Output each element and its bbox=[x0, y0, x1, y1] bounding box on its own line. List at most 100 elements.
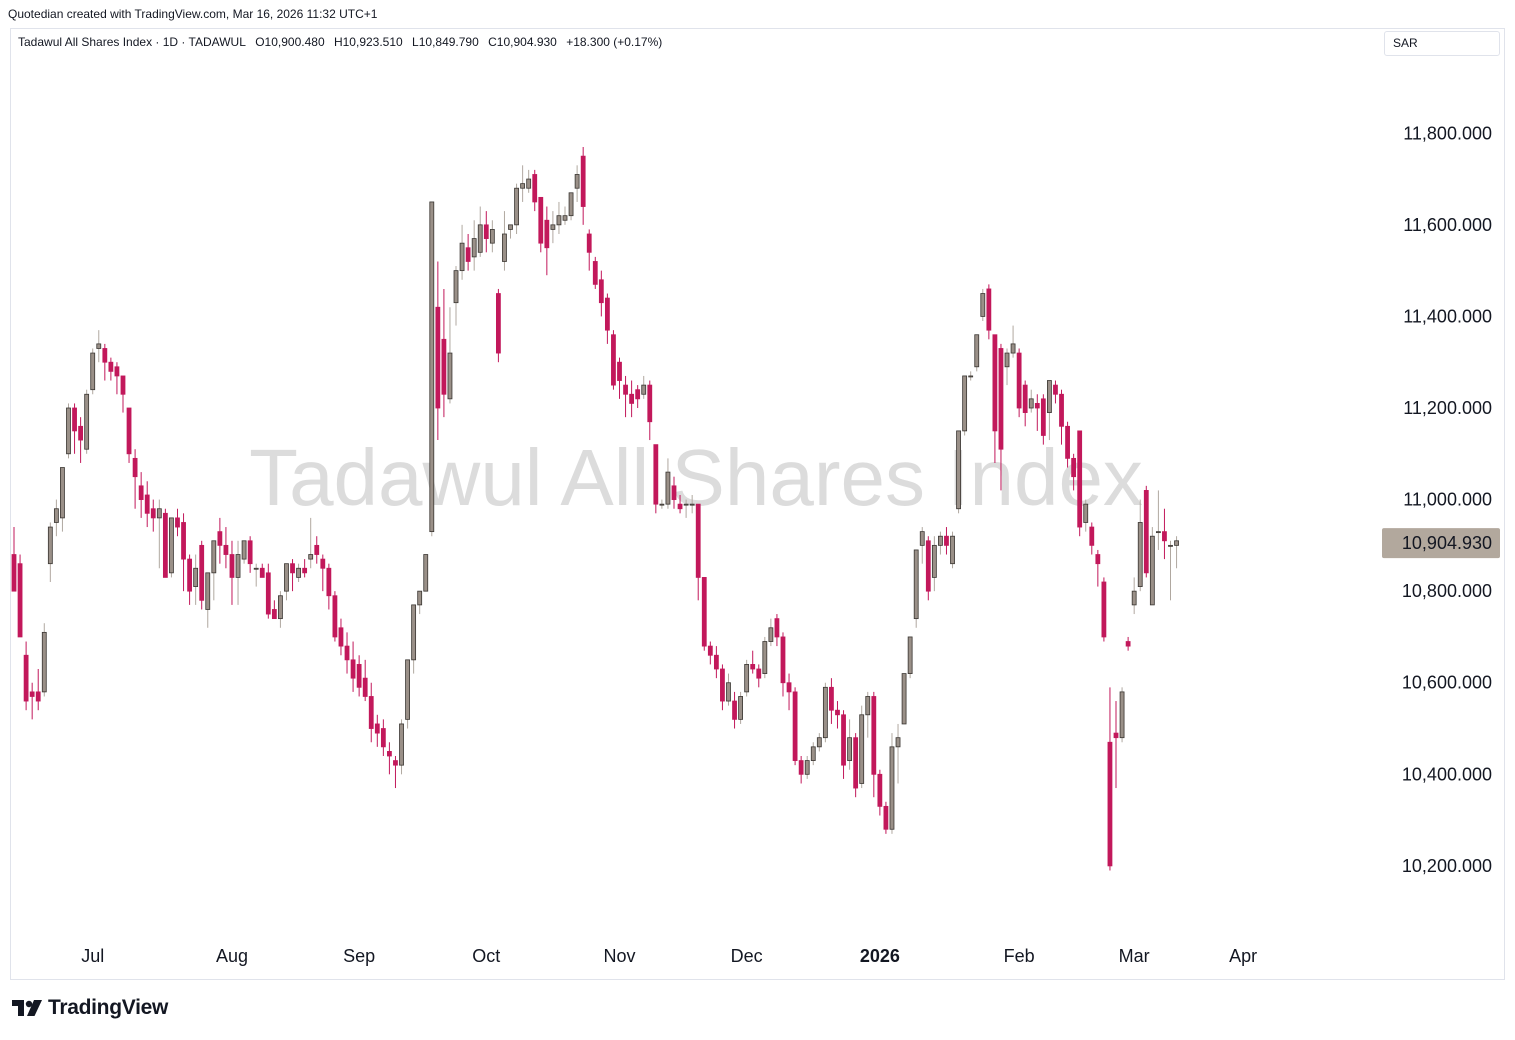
candle-body bbox=[1004, 352, 1010, 368]
candle-body bbox=[532, 174, 538, 203]
candle-body bbox=[47, 526, 53, 565]
candle-body bbox=[253, 567, 259, 570]
candle bbox=[938, 531, 943, 555]
candle bbox=[756, 664, 762, 688]
candle-body bbox=[338, 627, 344, 647]
chart-pane[interactable] bbox=[10, 28, 1505, 980]
candle-body bbox=[877, 773, 883, 807]
candle-body bbox=[429, 201, 435, 533]
candle bbox=[181, 513, 186, 592]
candle bbox=[393, 756, 398, 789]
candle bbox=[17, 554, 23, 638]
candle-body bbox=[308, 554, 314, 560]
candle-body bbox=[514, 187, 519, 226]
candle bbox=[41, 623, 47, 697]
candle bbox=[259, 563, 265, 578]
candle-body bbox=[495, 293, 501, 354]
candle-body bbox=[617, 361, 622, 381]
candle bbox=[235, 540, 241, 605]
time-tick-label: Sep bbox=[343, 946, 375, 966]
candle bbox=[60, 467, 65, 532]
candle bbox=[514, 183, 519, 234]
candle bbox=[465, 234, 471, 271]
candle bbox=[162, 508, 168, 578]
candle-body bbox=[750, 664, 756, 670]
candle-body bbox=[780, 636, 786, 684]
candle-body bbox=[120, 375, 126, 395]
last-price-marker: 10,904.930 bbox=[1382, 528, 1500, 559]
candle-body bbox=[798, 760, 804, 775]
candle-body bbox=[332, 595, 338, 638]
price-axis[interactable]: 11,800.000 11,600.000 11,400.000 11,200.000… bbox=[1402, 123, 1492, 876]
candle-body bbox=[41, 631, 47, 693]
candle-body bbox=[816, 737, 822, 748]
candle-body bbox=[804, 760, 810, 775]
time-tick-label: Jul bbox=[81, 946, 104, 966]
candles-layer bbox=[11, 147, 1179, 871]
candle bbox=[1107, 687, 1113, 871]
candle bbox=[211, 540, 217, 601]
candle-body bbox=[60, 467, 65, 519]
candle bbox=[550, 211, 556, 244]
candle-body bbox=[992, 334, 998, 432]
footer-logo[interactable]: TradingView bbox=[12, 996, 168, 1020]
candle bbox=[362, 659, 368, 702]
candle bbox=[889, 733, 895, 834]
candle-body bbox=[405, 659, 410, 720]
candle-body bbox=[732, 700, 737, 720]
candle-body bbox=[1125, 641, 1131, 647]
candle-body bbox=[883, 805, 889, 830]
candle-body bbox=[1168, 544, 1173, 547]
candle-body bbox=[229, 554, 235, 578]
candle-body bbox=[217, 531, 223, 546]
candle bbox=[532, 169, 538, 212]
candle bbox=[677, 495, 683, 514]
candle bbox=[804, 756, 810, 779]
price-tick-label: 11,200.000 bbox=[1403, 398, 1492, 418]
candle-body bbox=[962, 375, 968, 432]
candle bbox=[435, 261, 441, 441]
time-tick-label: Apr bbox=[1229, 946, 1257, 966]
candle bbox=[883, 801, 889, 834]
candle bbox=[66, 403, 71, 459]
candle-body bbox=[223, 544, 229, 555]
candle-body bbox=[356, 664, 362, 688]
time-axis[interactable]: Jul Aug Sep Oct Nov Dec 2026 Feb Mar Apr bbox=[81, 946, 1257, 966]
candle bbox=[1137, 499, 1143, 592]
candle bbox=[144, 481, 150, 528]
price-tick-label: 10,400.000 bbox=[1402, 764, 1492, 784]
candle-body bbox=[574, 174, 580, 189]
candle bbox=[23, 641, 29, 711]
price-tick-label: 11,600.000 bbox=[1403, 215, 1492, 235]
candle-body bbox=[611, 334, 616, 386]
candle bbox=[792, 687, 798, 766]
candle-body bbox=[1083, 503, 1089, 523]
tradingview-logo-icon bbox=[12, 1000, 42, 1016]
candle-body bbox=[296, 567, 301, 578]
candle-body bbox=[447, 352, 453, 400]
legend-symbol[interactable]: Tadawul All Shares Index · 1D · TADAWUL bbox=[18, 35, 246, 49]
candle-body bbox=[931, 544, 937, 578]
candle bbox=[871, 691, 877, 798]
candle bbox=[120, 375, 126, 413]
candle bbox=[471, 220, 477, 271]
candle-body bbox=[1022, 384, 1028, 413]
candle bbox=[592, 256, 598, 289]
candle bbox=[919, 527, 925, 564]
candle-body bbox=[1053, 384, 1058, 395]
candle bbox=[744, 659, 750, 697]
candle-body bbox=[114, 366, 120, 377]
candle bbox=[229, 540, 235, 605]
candle bbox=[1047, 380, 1052, 441]
candle bbox=[544, 206, 550, 276]
candle-body bbox=[23, 654, 29, 702]
last-price-box bbox=[1382, 528, 1500, 559]
candle-body bbox=[677, 503, 683, 510]
candle-body bbox=[562, 215, 568, 221]
candle-body bbox=[302, 567, 308, 574]
candle bbox=[1040, 394, 1046, 445]
candle-body bbox=[169, 517, 174, 574]
currency-selector[interactable]: SAR bbox=[1384, 31, 1500, 56]
candle-body bbox=[1162, 531, 1167, 542]
